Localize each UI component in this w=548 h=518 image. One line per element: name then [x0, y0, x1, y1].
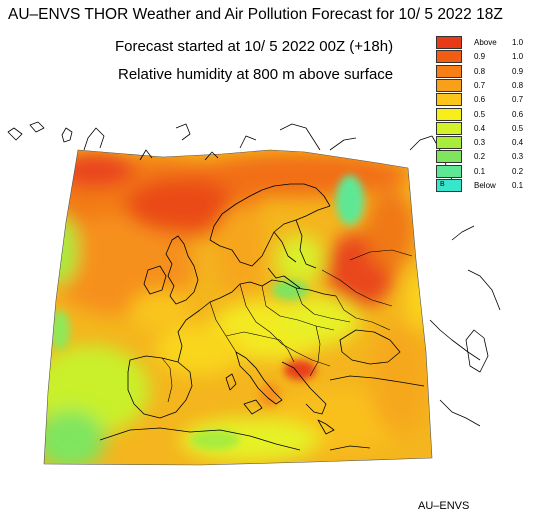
legend-item: Above 1.0 — [436, 36, 546, 50]
legend-item: 0.2 0.3 — [436, 150, 546, 164]
legend-label-to: 1.0 — [512, 52, 524, 62]
legend-item: 0.3 0.4 — [436, 136, 546, 150]
legend-label-to: 0.4 — [512, 138, 524, 148]
legend-item: B Below 0.1 — [436, 179, 546, 193]
footer-credit: AU–ENVS — [418, 500, 470, 512]
legend-label-from: Below — [474, 181, 496, 190]
legend-item: 0.1 0.2 — [436, 164, 546, 179]
legend-swatch — [436, 36, 462, 49]
legend-label-to: 0.8 — [512, 80, 524, 90]
legend-label-from: 0.4 — [474, 123, 486, 133]
legend-item: 0.7 0.8 — [436, 78, 546, 93]
legend-marker: B — [440, 181, 445, 188]
legend-item: 0.9 1.0 — [436, 50, 546, 64]
legend-label-from: 0.6 — [474, 95, 486, 105]
legend-swatch — [436, 121, 462, 135]
legend-swatch — [436, 107, 462, 121]
legend-label-to: 1.0 — [512, 38, 524, 47]
forecast-start: Forecast started at 10/ 5 2022 00Z (+18h… — [115, 38, 394, 55]
legend-swatch — [436, 164, 462, 178]
legend-label-to: 0.2 — [512, 166, 524, 176]
legend-label-from: 0.8 — [474, 66, 486, 76]
legend-label-from: Above — [474, 38, 497, 47]
legend-label-to: 0.7 — [512, 95, 524, 105]
legend-swatch — [436, 78, 462, 92]
legend-label-from: 0.5 — [474, 109, 486, 119]
legend-swatch — [436, 150, 462, 164]
legend-label-to: 0.3 — [512, 152, 524, 162]
domain-outline — [43, 149, 433, 466]
legend-label-to: 0.9 — [512, 66, 524, 76]
legend-label-to: 0.6 — [512, 109, 524, 119]
legend-item: 0.4 0.5 — [436, 121, 546, 136]
legend-label-from: 0.9 — [474, 52, 486, 62]
legend-label-from: 0.7 — [474, 80, 486, 90]
map-title: AU–ENVS THOR Weather and Air Pollution F… — [8, 6, 503, 23]
legend-swatch — [436, 64, 462, 78]
legend-swatch — [436, 136, 462, 150]
legend-item: 0.5 0.6 — [436, 107, 546, 122]
legend-label-to: 0.5 — [512, 123, 524, 133]
legend-item: 0.8 0.9 — [436, 64, 546, 79]
humidity-field — [44, 150, 432, 465]
legend-label-from: 0.2 — [474, 152, 486, 162]
variable-label: Relative humidity at 800 m above surface — [118, 66, 394, 83]
legend-swatch — [436, 50, 462, 64]
legend-label-from: 0.3 — [474, 138, 486, 148]
legend-label-to: 0.1 — [512, 181, 524, 190]
legend-label-from: 0.1 — [474, 166, 486, 176]
legend-swatch: B — [436, 179, 462, 192]
legend-swatch — [436, 93, 462, 107]
legend-item: 0.6 0.7 — [436, 93, 546, 107]
